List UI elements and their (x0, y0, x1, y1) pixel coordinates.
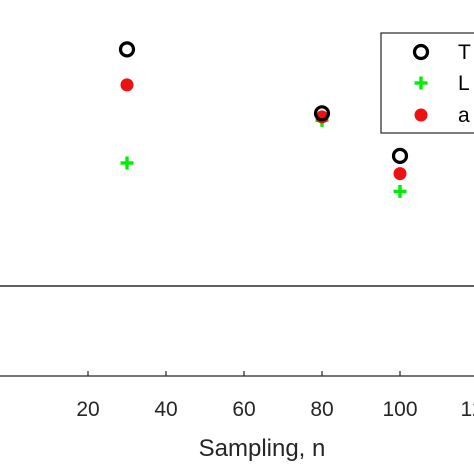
data-point-L (120, 156, 134, 170)
legend-marker-L (414, 76, 428, 90)
data-point-a (393, 167, 407, 181)
legend-label: T (458, 41, 471, 64)
legend-marker-T (412, 43, 430, 61)
data-point-a (120, 78, 134, 92)
legend-marker-a (414, 108, 428, 122)
legend: TLa (380, 32, 474, 134)
x-tick-label: 100 (382, 398, 417, 421)
data-marks (118, 41, 409, 198)
x-tick-label: 80 (310, 398, 333, 421)
data-point-L (393, 184, 407, 198)
x-tick-label: 20 (76, 398, 99, 421)
legend-label: a (458, 104, 470, 127)
x-tick-label: 120 (460, 398, 474, 421)
x-axis-title: Sampling, n (199, 435, 326, 462)
x-tick-label: 40 (154, 398, 177, 421)
x-tick-label: 60 (232, 398, 255, 421)
data-point-T (118, 41, 136, 58)
data-point-T (391, 147, 409, 164)
data-point-T (313, 105, 331, 122)
axes: 20 40 60 80 100 120 (0, 285, 474, 421)
legend-label: L (458, 72, 470, 95)
